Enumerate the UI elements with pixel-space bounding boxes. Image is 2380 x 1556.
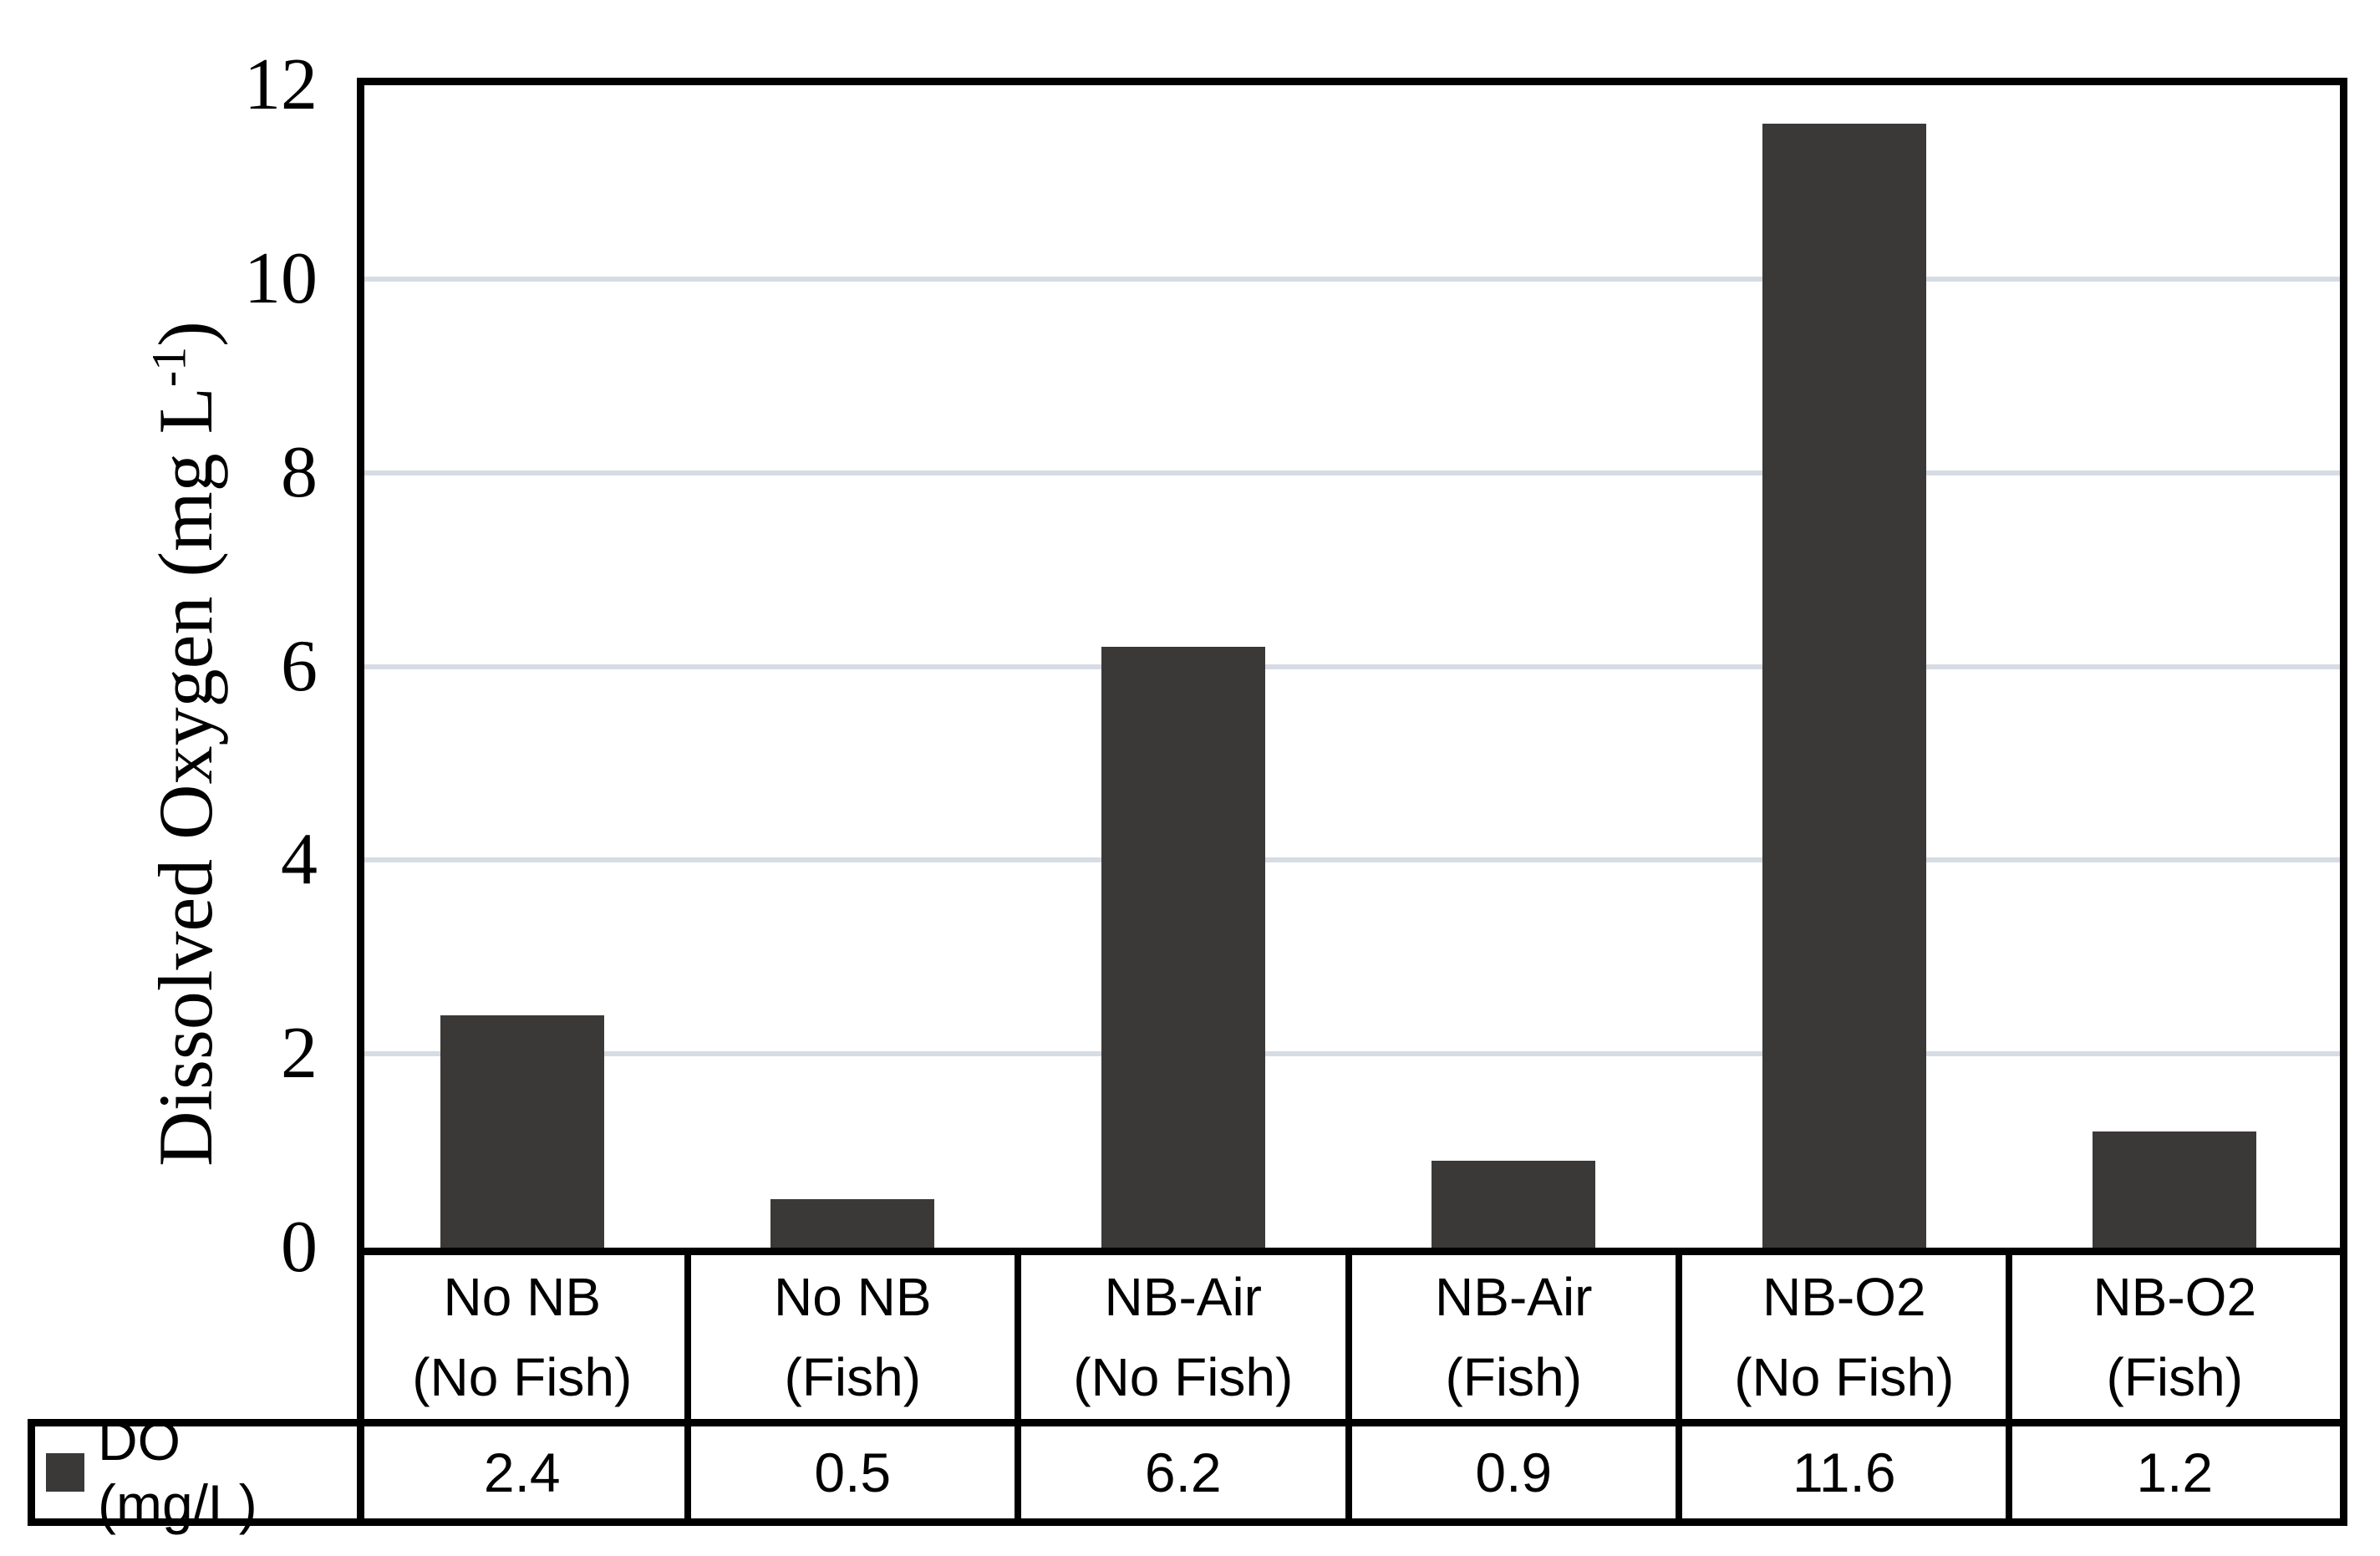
category-line1: NB-O2	[1762, 1267, 1926, 1327]
value-cell: 11.6	[1792, 1442, 1896, 1503]
table-column-divider	[1676, 1248, 1682, 1526]
category-line1: NB-Air	[1435, 1267, 1593, 1327]
table-bottom-border	[28, 1518, 2347, 1526]
category-line2: (No Fish)	[412, 1347, 633, 1407]
bar	[440, 1014, 604, 1248]
legend-cell-left-border	[28, 1419, 35, 1526]
x-axis-line	[357, 1248, 2347, 1255]
table-row-separator	[28, 1419, 2347, 1426]
category-line2: (Fish)	[1445, 1347, 1583, 1407]
legend-label: DO (mg/L)	[98, 1410, 257, 1535]
category-line2: (No Fish)	[1734, 1347, 1955, 1407]
value-cell: 1.2	[2136, 1442, 2214, 1503]
bar	[1432, 1160, 1596, 1248]
category-cell: NB-Air (Fish)	[1357, 1255, 1671, 1419]
category-line1: NB-O2	[2093, 1267, 2257, 1327]
y-tick-label: 8	[281, 431, 318, 513]
gridline	[364, 1051, 2340, 1057]
plot-top-border	[357, 78, 2347, 85]
value-cell: 2.4	[483, 1442, 561, 1503]
category-cell: No NB (No Fish)	[365, 1255, 679, 1419]
y-axis-line	[357, 78, 364, 1526]
category-line2: (No Fish)	[1073, 1347, 1294, 1407]
table-column-divider	[2006, 1248, 2012, 1526]
table-column-divider	[684, 1248, 691, 1526]
plot-right-border	[2340, 78, 2347, 1526]
y-tick-label: 12	[244, 44, 318, 125]
category-cell: NB-O2 (No Fish)	[1687, 1255, 2001, 1419]
legend-swatch-icon	[46, 1453, 84, 1492]
y-tick-label: 6	[281, 625, 318, 707]
legend-cell: DO (mg/L)	[46, 1410, 347, 1535]
category-cell: NB-O2 (Fish)	[2018, 1255, 2332, 1419]
y-tick-label: 4	[281, 819, 318, 901]
y-tick-label: 2	[281, 1013, 318, 1095]
category-line2: (Fish)	[784, 1347, 922, 1407]
table-column-divider	[1345, 1248, 1352, 1526]
category-cell: No NB (Fish)	[696, 1255, 1010, 1419]
y-tick-label: 10	[244, 237, 318, 319]
category-line1: No NB	[443, 1267, 602, 1327]
bar	[2093, 1131, 2257, 1248]
value-cell: 6.2	[1144, 1442, 1222, 1503]
value-cell: 0.9	[1475, 1442, 1553, 1503]
bar	[1762, 124, 1926, 1248]
gridline	[364, 470, 2340, 475]
y-axis-title-superscript: -1	[141, 346, 196, 388]
y-axis-title-close: )	[143, 321, 228, 347]
gridline	[364, 664, 2340, 669]
category-line2: (Fish)	[2106, 1347, 2244, 1407]
category-line1: NB-Air	[1104, 1267, 1262, 1327]
value-cell: 0.5	[814, 1442, 892, 1503]
bar	[770, 1199, 935, 1248]
bar	[1101, 647, 1265, 1248]
gridline	[364, 857, 2340, 863]
table-column-divider	[1015, 1248, 1021, 1526]
gridline	[364, 276, 2340, 282]
y-tick-label: 0	[281, 1207, 318, 1288]
category-line1: No NB	[774, 1267, 932, 1327]
category-cell: NB-Air (No Fish)	[1026, 1255, 1340, 1419]
